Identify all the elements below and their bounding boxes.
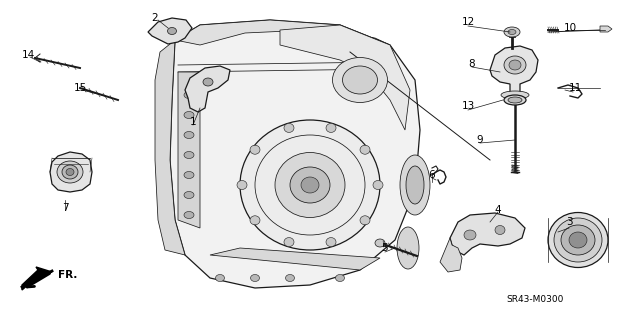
Ellipse shape bbox=[284, 123, 294, 132]
Text: 11: 11 bbox=[568, 83, 582, 93]
Text: 3: 3 bbox=[566, 217, 572, 227]
Polygon shape bbox=[22, 267, 52, 290]
Ellipse shape bbox=[397, 227, 419, 269]
Ellipse shape bbox=[495, 226, 505, 234]
Ellipse shape bbox=[375, 239, 385, 247]
Polygon shape bbox=[490, 46, 538, 96]
Ellipse shape bbox=[342, 66, 378, 94]
Ellipse shape bbox=[184, 131, 194, 138]
Polygon shape bbox=[175, 20, 390, 45]
Ellipse shape bbox=[569, 232, 587, 248]
Ellipse shape bbox=[335, 275, 344, 281]
Ellipse shape bbox=[509, 60, 521, 70]
Ellipse shape bbox=[360, 216, 370, 225]
Ellipse shape bbox=[333, 57, 387, 102]
Ellipse shape bbox=[168, 27, 177, 34]
Ellipse shape bbox=[561, 225, 595, 255]
Ellipse shape bbox=[504, 27, 520, 37]
Ellipse shape bbox=[184, 211, 194, 219]
Text: FR.: FR. bbox=[58, 270, 77, 280]
Text: 10: 10 bbox=[563, 23, 577, 33]
Ellipse shape bbox=[400, 155, 430, 215]
Ellipse shape bbox=[184, 92, 194, 99]
Ellipse shape bbox=[57, 161, 83, 183]
Ellipse shape bbox=[250, 275, 259, 281]
Ellipse shape bbox=[184, 152, 194, 159]
Ellipse shape bbox=[326, 238, 336, 247]
Ellipse shape bbox=[216, 275, 225, 281]
Polygon shape bbox=[600, 26, 612, 32]
Polygon shape bbox=[210, 248, 380, 270]
Ellipse shape bbox=[62, 165, 78, 179]
Ellipse shape bbox=[184, 112, 194, 118]
Ellipse shape bbox=[285, 275, 294, 281]
Text: 9: 9 bbox=[477, 135, 483, 145]
Ellipse shape bbox=[203, 78, 213, 86]
Text: 6: 6 bbox=[429, 170, 435, 180]
Polygon shape bbox=[178, 72, 200, 228]
Ellipse shape bbox=[504, 56, 526, 74]
Polygon shape bbox=[450, 213, 525, 255]
Ellipse shape bbox=[250, 216, 260, 225]
Polygon shape bbox=[280, 25, 410, 130]
Text: SR43-M0300: SR43-M0300 bbox=[506, 295, 564, 305]
Text: 2: 2 bbox=[152, 13, 158, 23]
Ellipse shape bbox=[548, 212, 608, 268]
Ellipse shape bbox=[373, 181, 383, 189]
Ellipse shape bbox=[554, 218, 602, 262]
Ellipse shape bbox=[237, 181, 247, 189]
Ellipse shape bbox=[326, 123, 336, 132]
Text: 14: 14 bbox=[21, 50, 35, 60]
Text: 13: 13 bbox=[461, 101, 475, 111]
Ellipse shape bbox=[275, 152, 345, 218]
Ellipse shape bbox=[284, 238, 294, 247]
Polygon shape bbox=[170, 20, 420, 288]
Ellipse shape bbox=[501, 91, 529, 99]
Text: 5: 5 bbox=[381, 243, 388, 253]
Ellipse shape bbox=[184, 172, 194, 179]
Ellipse shape bbox=[66, 168, 74, 175]
Ellipse shape bbox=[301, 177, 319, 193]
Text: 12: 12 bbox=[461, 17, 475, 27]
Ellipse shape bbox=[290, 167, 330, 203]
Ellipse shape bbox=[250, 145, 260, 154]
Polygon shape bbox=[185, 66, 230, 112]
Polygon shape bbox=[148, 18, 192, 44]
Text: 1: 1 bbox=[189, 117, 196, 127]
Polygon shape bbox=[155, 40, 185, 255]
Polygon shape bbox=[440, 238, 462, 272]
Text: 4: 4 bbox=[495, 205, 501, 215]
Ellipse shape bbox=[184, 191, 194, 198]
Text: 15: 15 bbox=[74, 83, 86, 93]
Text: 7: 7 bbox=[61, 203, 68, 213]
Ellipse shape bbox=[508, 29, 516, 34]
Polygon shape bbox=[50, 152, 92, 192]
Ellipse shape bbox=[240, 120, 380, 250]
Ellipse shape bbox=[360, 145, 370, 154]
Text: 8: 8 bbox=[468, 59, 476, 69]
Ellipse shape bbox=[406, 166, 424, 204]
Ellipse shape bbox=[464, 230, 476, 240]
Ellipse shape bbox=[504, 95, 526, 105]
Ellipse shape bbox=[508, 97, 522, 103]
